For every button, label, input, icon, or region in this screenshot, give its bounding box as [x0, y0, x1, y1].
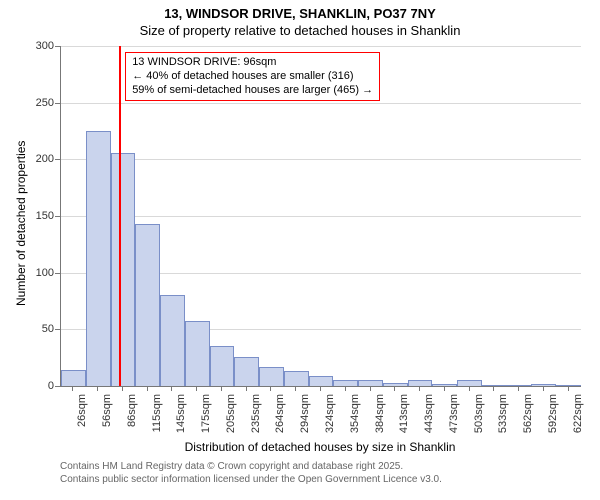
annotation-box: 13 WINDSOR DRIVE: 96sqm← 40% of detached… — [125, 52, 380, 101]
histogram-bar — [309, 376, 334, 386]
credits-line-2: Contains public sector information licen… — [60, 473, 442, 486]
histogram-bar — [210, 346, 235, 386]
x-tick-label: 533sqm — [497, 394, 509, 433]
y-tick-mark — [55, 216, 60, 217]
histogram-bar — [358, 380, 383, 386]
x-tick-label: 324sqm — [324, 394, 336, 433]
chart-credits: Contains HM Land Registry data © Crown c… — [60, 460, 442, 486]
x-tick-mark — [221, 386, 222, 391]
property-marker-line — [119, 46, 121, 386]
x-tick-mark — [246, 386, 247, 391]
x-tick-mark — [394, 386, 395, 391]
chart-title: 13, WINDSOR DRIVE, SHANKLIN, PO37 7NY — [0, 0, 600, 23]
y-tick-mark — [55, 329, 60, 330]
annotation-line: ← 40% of detached houses are smaller (31… — [132, 70, 373, 84]
x-tick-mark — [444, 386, 445, 391]
gridline — [61, 46, 581, 47]
x-tick-mark — [196, 386, 197, 391]
y-tick-label: 100 — [26, 267, 54, 279]
x-tick-mark — [469, 386, 470, 391]
x-tick-label: 264sqm — [274, 394, 286, 433]
x-tick-label: 592sqm — [547, 394, 559, 433]
y-tick-label: 300 — [26, 40, 54, 52]
y-tick-label: 50 — [26, 323, 54, 335]
histogram-bar — [284, 371, 309, 386]
y-tick-label: 200 — [26, 153, 54, 165]
gridline — [61, 159, 581, 160]
y-tick-label: 250 — [26, 97, 54, 109]
x-tick-label: 205sqm — [225, 394, 237, 433]
histogram-bar — [432, 384, 457, 386]
x-tick-mark — [370, 386, 371, 391]
histogram-bar — [556, 385, 581, 386]
x-tick-mark — [543, 386, 544, 391]
x-tick-label: 235sqm — [250, 394, 262, 433]
x-tick-mark — [568, 386, 569, 391]
y-tick-mark — [55, 103, 60, 104]
gridline — [61, 103, 581, 104]
histogram-bar — [531, 384, 556, 386]
x-tick-label: 26sqm — [76, 394, 88, 427]
histogram-bar — [333, 380, 358, 386]
x-tick-mark — [493, 386, 494, 391]
x-tick-label: 622sqm — [572, 394, 584, 433]
annotation-line: 59% of semi-detached houses are larger (… — [132, 84, 373, 98]
x-tick-mark — [122, 386, 123, 391]
chart-subtitle: Size of property relative to detached ho… — [0, 23, 600, 38]
y-tick-label: 150 — [26, 210, 54, 222]
x-tick-label: 86sqm — [126, 394, 138, 427]
histogram-bar — [234, 357, 259, 386]
x-tick-label: 503sqm — [473, 394, 485, 433]
x-tick-label: 413sqm — [398, 394, 410, 433]
x-tick-mark — [171, 386, 172, 391]
x-tick-label: 145sqm — [175, 394, 187, 433]
x-tick-mark — [295, 386, 296, 391]
x-tick-mark — [419, 386, 420, 391]
histogram-bar — [111, 153, 136, 386]
y-tick-mark — [55, 159, 60, 160]
x-tick-label: 56sqm — [101, 394, 113, 427]
y-tick-mark — [55, 46, 60, 47]
x-tick-label: 473sqm — [448, 394, 460, 433]
annotation-line: 13 WINDSOR DRIVE: 96sqm — [132, 56, 373, 70]
x-tick-mark — [320, 386, 321, 391]
gridline — [61, 216, 581, 217]
x-tick-label: 294sqm — [299, 394, 311, 433]
histogram-bar — [135, 224, 160, 386]
x-tick-mark — [518, 386, 519, 391]
x-tick-label: 175sqm — [200, 394, 212, 433]
x-tick-label: 562sqm — [522, 394, 534, 433]
histogram-bar — [457, 380, 482, 386]
histogram-bar — [61, 370, 86, 386]
x-tick-mark — [97, 386, 98, 391]
x-axis-label: Distribution of detached houses by size … — [60, 440, 580, 454]
histogram-bar — [185, 321, 210, 386]
x-tick-mark — [72, 386, 73, 391]
y-tick-label: 0 — [26, 380, 54, 392]
property-size-chart: 13, WINDSOR DRIVE, SHANKLIN, PO37 7NY Si… — [0, 0, 600, 500]
y-axis-label: Number of detached properties — [14, 286, 28, 306]
y-tick-mark — [55, 273, 60, 274]
x-tick-mark — [270, 386, 271, 391]
x-tick-label: 384sqm — [374, 394, 386, 433]
credits-line-1: Contains HM Land Registry data © Crown c… — [60, 460, 442, 473]
x-tick-mark — [147, 386, 148, 391]
x-tick-label: 354sqm — [349, 394, 361, 433]
plot-area: 13 WINDSOR DRIVE: 96sqm← 40% of detached… — [60, 46, 581, 387]
x-tick-label: 443sqm — [423, 394, 435, 433]
y-tick-mark — [55, 386, 60, 387]
histogram-bar — [86, 131, 111, 386]
histogram-bar — [160, 295, 185, 386]
x-tick-label: 115sqm — [151, 394, 163, 432]
histogram-bar — [259, 367, 284, 386]
x-tick-mark — [345, 386, 346, 391]
